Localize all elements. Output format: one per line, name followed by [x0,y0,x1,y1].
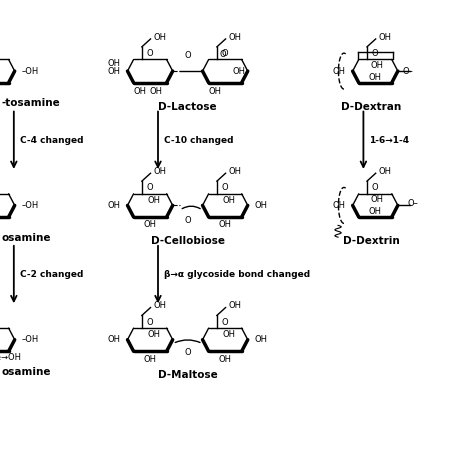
Text: D-Dextrin: D-Dextrin [343,236,400,246]
Text: O: O [222,49,228,58]
Text: osamine: osamine [2,233,52,243]
Text: -tosamine: -tosamine [2,98,61,108]
Text: O: O [147,183,154,192]
Text: C-4 changed: C-4 changed [20,136,83,145]
Text: C-10 changed: C-10 changed [164,136,233,145]
Text: OH: OH [149,87,163,96]
Text: O: O [184,51,191,60]
Text: OH: OH [229,301,242,310]
Text: O: O [147,318,154,327]
Text: OH: OH [147,330,161,339]
Text: OH: OH [369,73,382,82]
Text: OH: OH [379,33,392,42]
Text: OH: OH [154,167,167,176]
Text: OH: OH [144,220,156,229]
Text: osamine: osamine [2,367,52,377]
Text: OH: OH [369,207,382,216]
Text: D-Cellobiose: D-Cellobiose [151,236,225,246]
Text: OH: OH [333,67,346,75]
Text: OH: OH [333,201,346,210]
Text: OH: OH [108,201,120,210]
Text: OH: OH [229,33,242,42]
Text: OH: OH [108,335,120,344]
Text: β→α glycoside bond changed: β→α glycoside bond changed [164,270,310,279]
Text: OH: OH [108,67,120,75]
Text: OH: OH [371,61,384,70]
Text: NH₂→OH: NH₂→OH [0,353,21,362]
Text: OH: OH [229,167,242,176]
Text: OH: OH [154,301,167,310]
Text: –OH: –OH [22,335,39,344]
Text: OH: OH [219,355,232,364]
Text: C-2 changed: C-2 changed [20,270,83,279]
Text: OH: OH [255,201,268,210]
Text: OH: OH [223,330,236,339]
Text: OH: OH [144,355,156,364]
Text: D-Dextran: D-Dextran [341,101,401,112]
Text: OH: OH [154,33,167,42]
Text: OH: OH [147,196,161,205]
Text: O: O [184,348,191,357]
Text: OH: OH [379,167,392,176]
Text: O–: O– [408,199,419,208]
Text: O: O [184,216,191,225]
Text: OH: OH [232,67,245,75]
Text: –OH: –OH [22,201,39,210]
Text: OH: OH [219,220,232,229]
Text: OH: OH [108,60,120,68]
Text: O–: O– [402,67,413,75]
Text: O: O [372,183,379,192]
Text: OH: OH [223,196,236,205]
Text: O: O [372,49,379,58]
Text: OH: OH [255,335,268,344]
Text: 1-6→1-4: 1-6→1-4 [369,136,410,145]
Text: D-Lactose: D-Lactose [158,101,217,112]
Text: OH: OH [371,195,384,204]
Text: O: O [222,183,228,192]
Text: O: O [222,318,228,327]
Text: O: O [220,50,227,59]
Text: OH: OH [133,87,146,96]
Text: –OH: –OH [22,67,39,75]
Text: OH: OH [208,87,221,96]
Text: D-Maltose: D-Maltose [158,370,218,380]
Text: O: O [147,49,154,58]
